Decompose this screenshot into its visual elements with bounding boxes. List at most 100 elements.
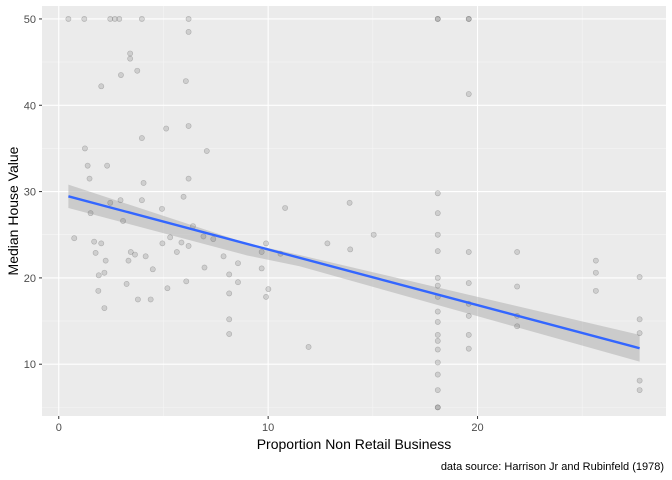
data-point [434,338,441,344]
data-point [265,286,272,293]
data-point [149,266,156,273]
data-point [434,387,441,394]
major-gridlines [42,6,666,416]
data-point [258,249,265,255]
data-point [159,240,166,247]
data-point [95,272,102,279]
data-point [226,271,233,278]
data-point [592,269,599,276]
data-point [101,305,108,312]
data-source-caption: data source: Harrison Jr and Rubinfeld (… [441,461,664,473]
data-point [465,249,472,255]
data-point [98,240,105,247]
data-point [434,346,441,353]
data-point [82,145,88,152]
data-point [636,330,643,337]
data-point [434,319,441,325]
data-point [127,249,134,255]
data-point [282,205,289,211]
y-axis-title: Median House Value [5,146,21,275]
data-point [111,16,118,22]
data-point [592,257,599,264]
data-point [107,199,114,206]
data-point [91,238,98,245]
data-point [118,72,124,78]
data-point [305,344,312,350]
x-axis-title: Proportion Non Retail Business [257,436,452,452]
x-tick-label: 10 [262,422,274,434]
data-point [127,50,134,57]
data-point [235,260,241,267]
data-point [465,331,472,338]
data-point [116,16,123,22]
data-point [200,233,207,240]
data-point [220,253,227,260]
data-point [514,249,521,255]
data-point [347,246,354,253]
data-point [120,218,126,224]
regression-fit-line [68,195,640,350]
y-tick-label: 10 [24,359,36,371]
data-point [370,231,377,238]
data-point [465,345,472,352]
data-point [178,239,185,246]
data-point [636,387,643,394]
data-point [98,83,105,90]
data-point [134,67,141,74]
data-point [263,293,269,300]
fit-line-layer [68,195,640,350]
data-point [434,404,441,411]
data-point [180,193,187,200]
y-tick-label: 40 [24,100,36,112]
data-point [434,282,441,289]
data-point [434,308,441,315]
data-point [258,265,265,272]
data-point [65,16,72,22]
data-point [185,175,192,182]
data-point [95,287,102,294]
data-point [434,274,441,281]
data-point [185,28,192,35]
data-point [465,280,472,286]
data-point [159,205,165,212]
data-point [140,180,147,186]
data-point [81,16,88,22]
data-point [434,404,441,411]
data-point [434,16,441,22]
x-tick-label: 0 [56,422,62,434]
data-point [138,135,145,141]
data-point [183,278,190,285]
data-point [185,243,192,249]
data-point [210,236,217,242]
data-point [163,125,170,132]
data-point [434,248,441,255]
data-point [465,91,472,97]
data-point [84,162,91,169]
x-tick-label: 20 [471,422,483,434]
data-point [465,312,472,319]
data-point [226,290,233,297]
data-point [636,377,643,384]
data-point [92,249,99,256]
data-point [117,197,124,204]
data-point [434,359,441,366]
data-point [142,253,149,260]
y-tick-label: 30 [24,187,36,199]
data-point [434,190,441,197]
data-point [434,16,441,22]
data-point [125,257,132,264]
data-point [86,175,93,182]
data-point [185,123,192,129]
data-point [434,210,441,217]
data-point [201,264,208,271]
data-point [434,371,441,378]
data-point [138,197,145,204]
data-point [182,78,189,84]
data-point [132,251,138,258]
data-point [226,316,233,323]
data-point [226,331,233,337]
data-point [592,287,599,294]
y-tick-label: 20 [24,273,36,285]
data-point [514,283,521,290]
data-point [514,323,521,330]
